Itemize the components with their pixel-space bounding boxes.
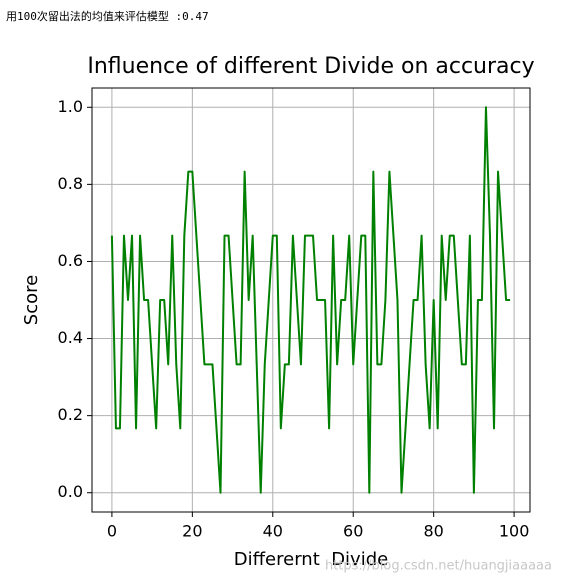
y-axis-label: Score	[21, 275, 42, 325]
x-tick-label: 40	[263, 522, 283, 541]
watermark: https://blog.csdn.net/huangjiaaaaa	[325, 559, 552, 574]
y-tick-label: 0.4	[58, 328, 83, 347]
plot-frame	[91, 87, 531, 513]
y-tick-label: 0.2	[58, 405, 83, 424]
y-tick-label: 0.8	[58, 174, 83, 193]
chart-title: Influence of different Divide on accurac…	[87, 54, 534, 79]
x-tick-label: 80	[423, 522, 443, 541]
x-tick-label: 20	[182, 522, 202, 541]
y-tick-label: 0.0	[58, 482, 83, 501]
x-tick-label: 60	[343, 522, 363, 541]
x-tick-label: 0	[107, 522, 117, 541]
line	[110, 106, 511, 494]
x-tick-label: 100	[499, 522, 530, 541]
y-tick-label: 0.6	[58, 251, 83, 270]
x-axis-label: Differernt Divide	[234, 549, 388, 570]
output-text: 用100次留出法的均值来评估模型 :0.47	[6, 9, 209, 23]
y-tick-label: 1.0	[58, 97, 83, 116]
